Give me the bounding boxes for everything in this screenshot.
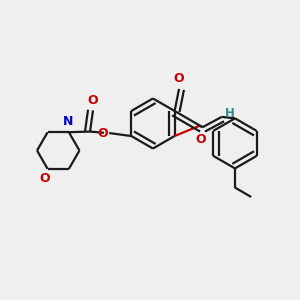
Text: N: N xyxy=(63,115,74,128)
Text: O: O xyxy=(196,133,206,146)
Text: O: O xyxy=(88,94,98,107)
Text: O: O xyxy=(39,172,50,185)
Text: O: O xyxy=(174,72,184,86)
Text: H: H xyxy=(225,107,235,120)
Text: O: O xyxy=(97,127,108,140)
